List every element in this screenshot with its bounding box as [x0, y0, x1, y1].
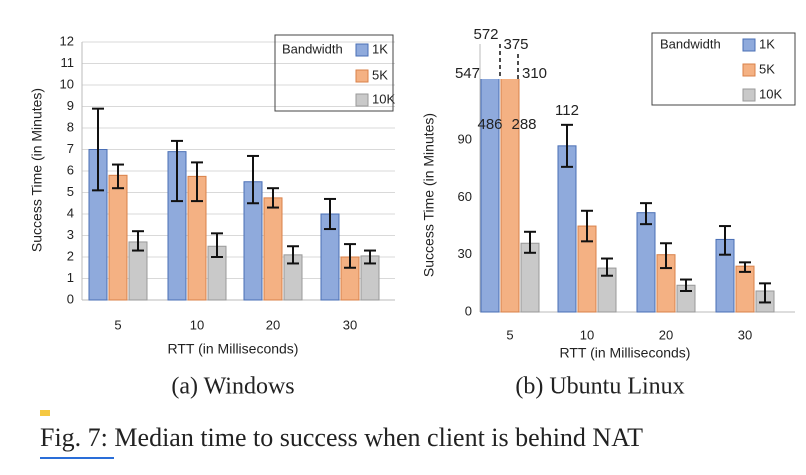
bar: [557, 145, 577, 313]
annotation: 112: [555, 102, 579, 119]
legend-label: 1K: [759, 36, 775, 51]
plot-area: [480, 79, 775, 313]
y-tick-label: 4: [67, 205, 74, 220]
x-tick-label: 10: [580, 327, 594, 342]
legend-label: 1K: [372, 41, 388, 56]
plot-area: [88, 107, 380, 301]
figure-caption: Fig. 7: Median time to success when clie…: [40, 423, 643, 452]
caption: (a) Windows: [171, 374, 294, 400]
y-tick-label: 3: [67, 227, 74, 242]
x-tick-label: 30: [738, 327, 752, 342]
legend-swatch: [355, 43, 369, 57]
x-axis-label: RTT (in Milliseconds): [168, 341, 299, 357]
value-label: 572: [473, 26, 498, 43]
y-tick-label: 8: [67, 119, 74, 134]
value-label: 310: [522, 65, 547, 82]
bar: [735, 265, 755, 313]
y-axis-label: Success Time (in Minutes): [29, 88, 45, 252]
caption: (b) Ubuntu Linux: [515, 374, 684, 400]
x-axis-label: RTT (in Milliseconds): [560, 345, 691, 361]
value-label: 547: [455, 65, 480, 82]
x-tick-label: 20: [266, 317, 280, 332]
legend-swatch: [742, 38, 756, 52]
note-icon: [40, 410, 50, 416]
legend-swatch: [742, 63, 756, 77]
y-tick-label: 6: [67, 162, 74, 177]
value-label: 486: [477, 116, 502, 133]
bar: [480, 79, 500, 313]
y-tick-label: 0: [465, 303, 472, 318]
y-axis-label: Success Time (in Minutes): [421, 113, 437, 277]
y-tick-label: 5: [67, 184, 74, 199]
y-tick-label: 2: [67, 248, 74, 263]
legend-title: Bandwidth: [660, 36, 721, 51]
legend-swatch: [355, 69, 369, 83]
legend-title: Bandwidth: [282, 41, 343, 56]
y-tick-label: 9: [67, 98, 74, 113]
y-tick-label: 11: [61, 55, 75, 70]
y-tick-label: 30: [458, 246, 472, 261]
bar: [636, 212, 656, 313]
value-label: 288: [511, 116, 536, 133]
x-tick-label: 10: [190, 317, 204, 332]
legend-label: 5K: [372, 67, 388, 82]
y-tick-label: 1: [67, 270, 74, 285]
y-tick-label: 90: [458, 132, 472, 147]
legend-swatch: [355, 93, 369, 107]
bar: [108, 174, 128, 301]
y-tick-label: 10: [60, 76, 74, 91]
x-tick-label: 30: [343, 317, 357, 332]
legend-label: 10K: [372, 91, 395, 106]
legend-box: [651, 32, 796, 106]
legend-label: 5K: [759, 61, 775, 76]
value-label: 375: [503, 36, 528, 53]
x-tick-label: 5: [114, 317, 121, 332]
y-tick-label: 12: [60, 33, 74, 48]
legend-swatch: [742, 88, 756, 102]
bar: [263, 197, 283, 301]
legend-box: [274, 34, 394, 112]
y-tick-label: 60: [458, 189, 472, 204]
x-tick-label: 20: [659, 327, 673, 342]
legend-label: 10K: [759, 86, 782, 101]
y-tick-label: 0: [67, 291, 74, 306]
y-tick-label: 7: [67, 141, 74, 156]
x-tick-label: 5: [506, 327, 513, 342]
bar: [500, 79, 520, 313]
